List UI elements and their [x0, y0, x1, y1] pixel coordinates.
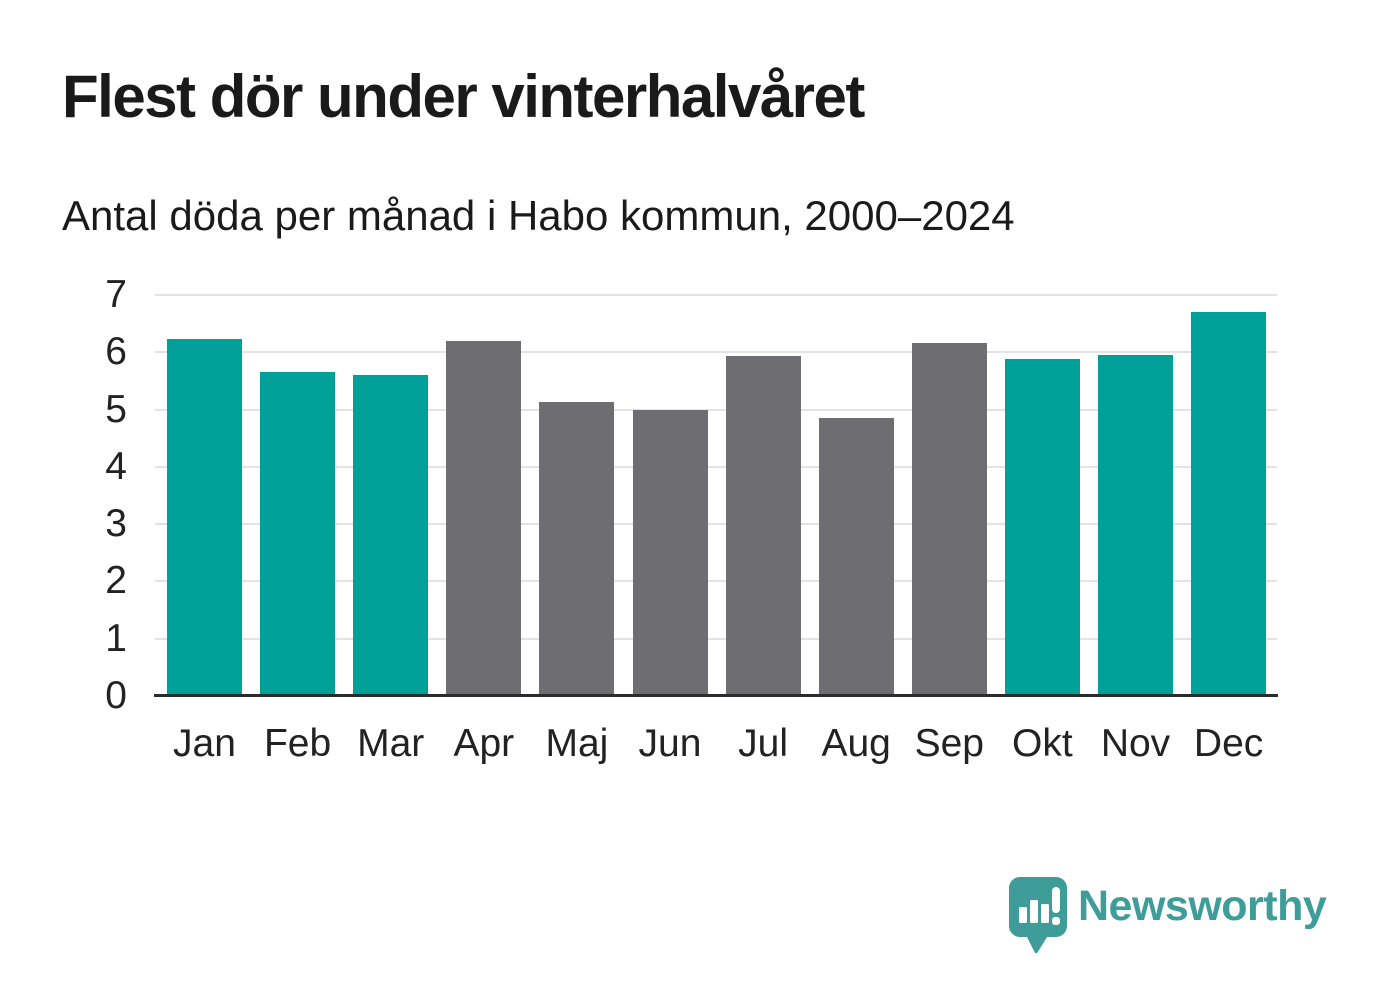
bar-maj [539, 402, 615, 696]
x-tick-label-okt: Okt [1012, 722, 1073, 765]
y-tick-label-4: 4 [105, 444, 127, 488]
x-tick-label-apr: Apr [453, 722, 515, 765]
x-tick-label-maj: Maj [545, 722, 609, 765]
bar-jun [632, 409, 708, 696]
bar-feb [260, 372, 336, 696]
x-tick-label-dec: Dec [1193, 722, 1264, 765]
plot-area [154, 294, 1278, 697]
bar-okt [1004, 359, 1080, 696]
x-tick-label-jun: Jun [638, 722, 702, 765]
brand-name: Newsworthy [1078, 882, 1327, 930]
bar-nov [1098, 355, 1173, 696]
y-tick-label-1: 1 [105, 616, 127, 660]
gridline-3 [155, 523, 1277, 526]
bar-aug [818, 418, 894, 696]
gridline-2 [155, 580, 1277, 583]
y-tick-label-5: 5 [105, 387, 127, 431]
gridline-7 [155, 294, 1277, 296]
y-tick-label-3: 3 [105, 502, 127, 546]
x-tick-label-mar: Mar [357, 722, 425, 765]
x-tick-label-sep: Sep [914, 722, 984, 765]
x-tick-label-feb: Feb [263, 722, 332, 765]
bar-jul [725, 356, 801, 696]
bar-dec [1191, 312, 1267, 696]
x-axis-line [154, 694, 1278, 697]
gridline-6 [155, 351, 1277, 354]
x-tick-label-aug: Aug [821, 722, 891, 765]
bar-apr [446, 340, 522, 696]
bar-chart-speech-bubble-icon [1009, 877, 1067, 954]
chart-subtitle: Antal döda per månad i Habo kommun, 2000… [62, 192, 1015, 239]
y-tick-label-2: 2 [105, 559, 127, 603]
gridline-4 [155, 465, 1277, 468]
y-tick-label-7: 7 [105, 273, 127, 316]
bar-sep [911, 342, 987, 696]
newsworthy-logo: Newsworthy [1008, 876, 1328, 956]
chart-title: Flest dör under vinterhalvåret [62, 63, 865, 130]
bar-jan [167, 338, 242, 696]
gridline-1 [155, 637, 1277, 640]
x-tick-label-jan: Jan [173, 722, 236, 765]
x-tick-label-jul: Jul [738, 722, 789, 765]
y-tick-label-0: 0 [105, 674, 127, 717]
gridline-5 [155, 408, 1277, 411]
bar-mar [353, 375, 429, 696]
x-tick-label-nov: Nov [1100, 722, 1171, 765]
y-tick-label-6: 6 [105, 330, 127, 374]
